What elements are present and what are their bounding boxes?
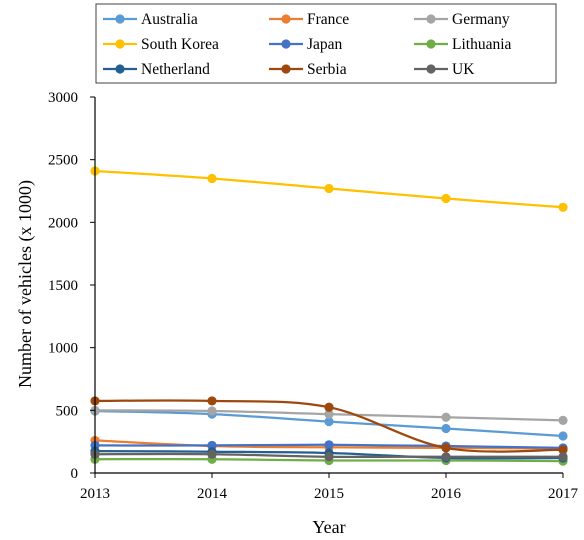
series-south-korea xyxy=(90,166,568,212)
y-tick-label: 2000 xyxy=(48,215,78,231)
legend-label: Lithuania xyxy=(452,36,512,53)
legend-item-uk: UK xyxy=(414,61,475,78)
data-point xyxy=(207,406,217,416)
legend-swatch-marker xyxy=(426,64,436,74)
data-point xyxy=(558,415,568,425)
x-tick-label: 2013 xyxy=(80,486,110,502)
y-tick-label: 1500 xyxy=(48,278,78,294)
legend-item-south-korea: South Korea xyxy=(103,36,219,53)
data-point xyxy=(324,402,334,412)
legend-item-australia: Australia xyxy=(103,11,198,28)
legend-swatch-marker xyxy=(115,14,125,24)
data-point xyxy=(324,409,334,419)
legend-label: South Korea xyxy=(141,36,219,53)
plot-area: 0 500 1000 1500 2000 2500 3000 2013 2014 2015 2016… xyxy=(48,90,579,502)
y-tick-label: 2500 xyxy=(48,153,78,169)
y-tick-label: 1000 xyxy=(48,341,78,357)
y-tick-label: 500 xyxy=(56,403,79,419)
y-tick-label: 3000 xyxy=(48,90,78,106)
data-point xyxy=(324,183,334,194)
x-tick-label: 2016 xyxy=(431,486,462,502)
legend-label: Japan xyxy=(307,36,343,53)
data-point xyxy=(441,193,451,204)
legend-label: Germany xyxy=(452,11,510,28)
legend-swatch-marker xyxy=(281,39,291,49)
data-point xyxy=(441,412,451,422)
legend-item-serbia: Serbia xyxy=(269,61,347,78)
data-point xyxy=(558,452,568,462)
data-point xyxy=(207,449,217,459)
x-tick-label: 2017 xyxy=(548,486,579,502)
legend-swatch-marker xyxy=(281,64,291,74)
legend-box xyxy=(95,3,557,84)
legend-label: Australia xyxy=(141,11,198,28)
legend-label: UK xyxy=(452,61,475,78)
y-axis-title: Number of vehicles (x 1000) xyxy=(15,180,36,388)
data-point xyxy=(207,396,217,406)
data-point xyxy=(324,417,334,427)
legend-swatch-marker xyxy=(426,39,436,49)
data-point xyxy=(441,443,451,453)
x-tick-label: 2014 xyxy=(197,486,228,502)
legend-swatch-marker xyxy=(115,39,125,49)
data-point xyxy=(441,423,451,434)
legend-swatch-marker xyxy=(426,14,436,24)
x-tick-label: 2015 xyxy=(314,486,344,502)
x-axis-title: Year xyxy=(312,517,345,537)
data-point xyxy=(441,452,451,462)
legend-label: Serbia xyxy=(307,61,347,78)
legend-label: Netherland xyxy=(141,61,210,78)
legend-item-japan: Japan xyxy=(269,36,343,53)
data-point xyxy=(207,173,217,184)
legend-item-netherland: Netherland xyxy=(103,61,210,78)
legend-item-germany: Germany xyxy=(414,11,510,28)
data-point xyxy=(558,202,568,212)
data-point xyxy=(558,431,568,441)
y-tick-label: 0 xyxy=(71,466,79,482)
legend-item-lithuania: Lithuania xyxy=(414,36,512,53)
data-point xyxy=(558,445,568,455)
legend-swatch-marker xyxy=(115,64,125,74)
legend-item-france: France xyxy=(269,11,349,28)
legend: Australia France Germany South Korea Japan Li… xyxy=(95,3,557,84)
legend-label: France xyxy=(307,11,349,28)
data-point xyxy=(324,452,334,462)
data-point xyxy=(324,440,334,450)
legend-swatch-marker xyxy=(281,14,291,24)
